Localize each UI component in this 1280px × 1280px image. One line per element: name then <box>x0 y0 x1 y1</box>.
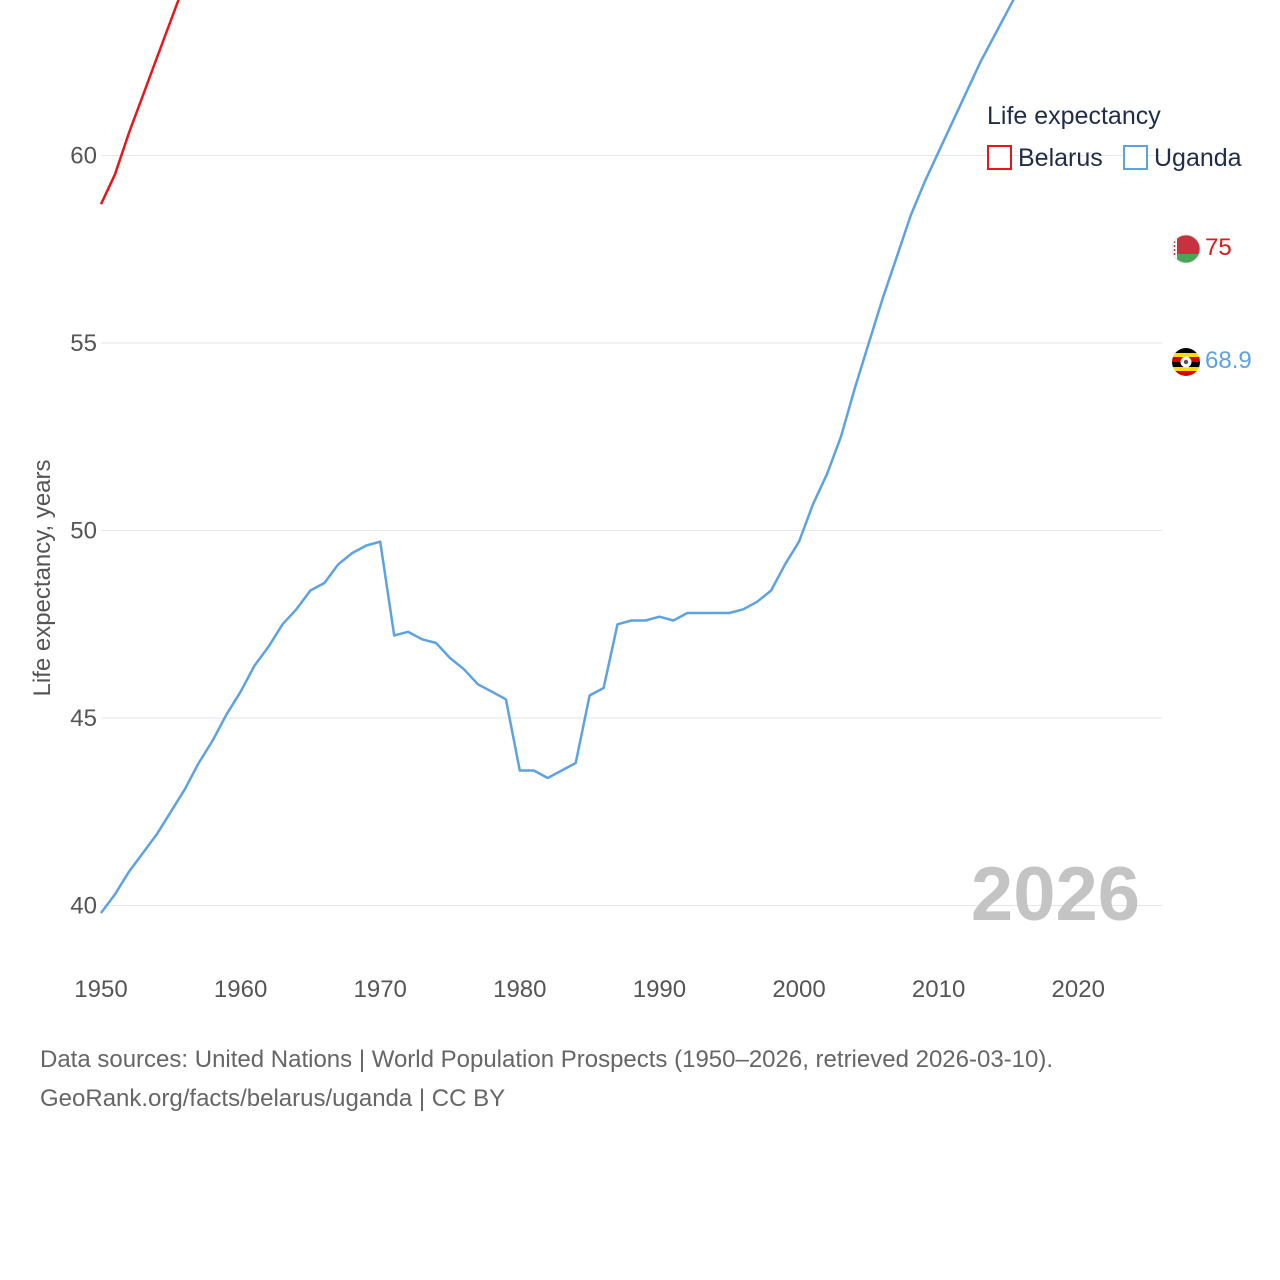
legend-swatch-uganda <box>1123 145 1148 170</box>
legend: Life expectancy Belarus Uganda <box>987 102 1242 172</box>
gridlines <box>101 155 1162 906</box>
legend-item-uganda[interactable]: Uganda <box>1123 144 1242 172</box>
legend-label-belarus: Belarus <box>1018 144 1103 172</box>
series-line-uganda <box>99 0 1015 914</box>
x-axis-ticks: 1950 1960 1970 1980 1990 2000 2010 2020 <box>74 976 1105 1003</box>
y-tick-label: 50 <box>70 518 97 545</box>
x-tick-label: 1980 <box>493 976 546 1003</box>
legend-label-uganda: Uganda <box>1154 144 1242 172</box>
data-source-text: Data sources: United Nations | World Pop… <box>40 1046 1054 1073</box>
current-year-label: 2026 <box>971 852 1140 937</box>
x-tick-label: 1960 <box>214 976 267 1003</box>
life-expectancy-chart: 4045505560657075 19501960197019801990200… <box>29 0 1252 1003</box>
x-tick-label: 1990 <box>633 976 686 1003</box>
y-tick-label: 45 <box>70 705 97 732</box>
x-tick-label: 2010 <box>912 976 965 1003</box>
y-tick-label: 55 <box>70 330 97 357</box>
x-tick-label: 2020 <box>1052 976 1105 1003</box>
end-label-belarus: 75 <box>1205 234 1232 261</box>
uganda-flag-icon <box>1172 348 1200 376</box>
x-tick-label: 1970 <box>354 976 407 1003</box>
y-tick-label: 40 <box>70 893 97 920</box>
y-axis-title: Life expectancy, years <box>29 459 56 696</box>
x-tick-label: 2000 <box>772 976 825 1003</box>
y-axis-ticks: 4045505560657075 <box>70 143 97 920</box>
x-tick-label: 1950 <box>74 976 127 1003</box>
legend-item-belarus[interactable]: Belarus <box>987 144 1103 172</box>
y-tick-label: 60 <box>70 143 97 170</box>
belarus-flag-border <box>1171 234 1201 264</box>
end-label-uganda: 68.9 <box>1205 347 1252 374</box>
legend-swatch-belarus <box>987 145 1012 170</box>
legend-title: Life expectancy <box>987 102 1161 130</box>
credit-text[interactable]: GeoRank.org/facts/belarus/uganda | CC BY <box>40 1085 506 1112</box>
